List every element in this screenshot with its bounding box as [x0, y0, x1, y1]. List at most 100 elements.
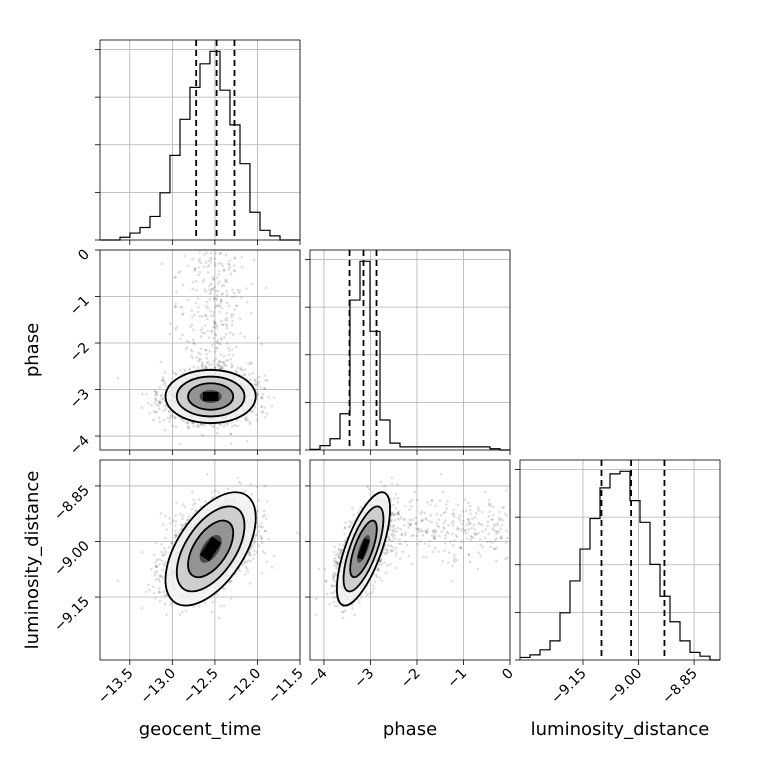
sample-point	[191, 490, 194, 493]
hist-phase-frame	[309, 249, 511, 451]
sample-point	[222, 362, 226, 366]
panel-geocent_time-phase-frame	[99, 249, 301, 451]
sample-point	[170, 541, 173, 545]
sample-point	[263, 551, 267, 555]
sample-point	[380, 563, 384, 566]
sample-point	[199, 328, 203, 332]
sample-point	[233, 308, 237, 311]
sample-point	[228, 265, 232, 269]
sample-point	[190, 309, 194, 312]
sample-point	[486, 524, 489, 528]
sample-point	[168, 332, 171, 336]
sample-point	[167, 409, 171, 413]
sample-point	[213, 366, 217, 369]
sample-point	[148, 588, 151, 592]
sample-point	[264, 286, 268, 290]
sample-point	[217, 490, 220, 494]
sample-point	[213, 296, 216, 300]
sample-point	[206, 271, 210, 274]
sample-point	[168, 516, 171, 520]
y-tick-label: −4	[67, 432, 93, 458]
sample-point	[181, 610, 184, 614]
sample-point	[204, 348, 207, 352]
panel-phase-luminosity_distance-content	[315, 473, 509, 620]
sample-point	[248, 582, 252, 585]
sample-point	[229, 272, 233, 276]
sample-point	[491, 541, 494, 544]
sample-point	[243, 368, 247, 372]
sample-point	[175, 325, 178, 329]
sample-point	[147, 583, 150, 587]
sample-point	[200, 365, 204, 368]
sample-point	[456, 526, 460, 529]
sample-point	[196, 297, 200, 300]
sample-point	[192, 341, 195, 345]
sample-point	[158, 401, 161, 405]
sample-point	[222, 354, 226, 358]
sample-point	[192, 342, 196, 346]
sample-point	[233, 256, 237, 259]
sample-point	[257, 375, 261, 379]
sample-point	[161, 378, 165, 382]
sample-point	[140, 406, 144, 409]
sample-point	[235, 418, 239, 422]
sample-point	[228, 349, 231, 352]
sample-point	[232, 291, 236, 295]
sample-point	[214, 304, 218, 307]
sample-point	[253, 536, 257, 540]
sample-point	[184, 421, 188, 425]
sample-point	[505, 529, 509, 533]
sample-point	[194, 279, 198, 283]
sample-point	[216, 304, 220, 307]
sample-point	[210, 330, 213, 334]
sample-point	[251, 372, 255, 375]
sample-point	[265, 500, 269, 503]
sample-point	[198, 270, 202, 274]
sample-point	[154, 541, 158, 545]
sample-point	[205, 357, 209, 360]
sample-point	[208, 284, 211, 288]
sample-point	[160, 559, 164, 563]
sample-point	[198, 357, 201, 361]
y-tick-label: 0	[75, 247, 93, 265]
sample-point	[231, 353, 235, 357]
sample-point	[213, 285, 217, 289]
sample-point	[218, 342, 222, 346]
sample-point	[213, 321, 216, 324]
sample-point	[163, 536, 167, 540]
sample-point	[180, 306, 184, 309]
sample-point	[183, 368, 186, 371]
sample-point	[173, 416, 177, 419]
sample-point	[229, 432, 232, 436]
sample-point	[256, 383, 259, 387]
sample-point	[225, 324, 229, 328]
sample-point	[231, 288, 234, 292]
sample-point	[192, 604, 196, 608]
sample-point	[257, 393, 260, 397]
sample-point	[220, 337, 224, 341]
sample-point	[154, 577, 158, 581]
sample-point	[234, 369, 237, 373]
sample-point	[471, 536, 475, 539]
sample-point	[324, 579, 328, 583]
sample-point	[240, 296, 243, 299]
sample-point	[241, 368, 244, 372]
sample-point	[171, 519, 175, 523]
sample-point	[226, 346, 230, 350]
sample-point	[206, 329, 210, 333]
sample-point	[255, 550, 259, 554]
sample-point	[260, 541, 264, 545]
sample-point	[234, 304, 238, 307]
sample-point	[161, 397, 165, 400]
sample-point	[160, 393, 164, 397]
sample-point	[166, 416, 170, 420]
sample-point	[249, 311, 253, 315]
sample-point	[154, 399, 158, 402]
sample-point	[197, 259, 201, 263]
sample-point	[252, 259, 256, 262]
sample-point	[245, 567, 249, 571]
sample-point	[170, 601, 174, 605]
sample-point	[155, 392, 158, 395]
sample-point	[213, 306, 217, 309]
sample-point	[216, 289, 220, 293]
